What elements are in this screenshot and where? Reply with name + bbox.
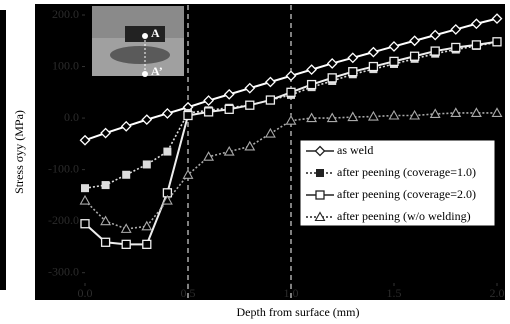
marker xyxy=(246,101,254,109)
left-bar xyxy=(0,10,6,290)
marker xyxy=(308,81,316,89)
x-tick-label: 0.0 xyxy=(78,286,93,300)
y-tick-label: -300.0 xyxy=(48,264,79,278)
legend-label: after peening (coverage=1.0) xyxy=(337,165,476,179)
legend-label: as weld xyxy=(337,143,373,157)
y-tick-label: -100.0 xyxy=(48,161,79,175)
marker xyxy=(493,38,501,46)
x-axis-label: Depth from surface (mm) xyxy=(237,305,360,319)
marker xyxy=(225,105,233,113)
inset: A A’ xyxy=(92,6,184,78)
marker xyxy=(102,238,110,246)
legend-label: after peening (w/o welding) xyxy=(337,209,471,223)
marker xyxy=(122,171,130,179)
marker xyxy=(184,112,192,120)
y-tick-label: -200.0 xyxy=(48,213,79,227)
marker xyxy=(411,52,419,60)
marker xyxy=(349,68,357,76)
x-tick-label: 2.0 xyxy=(490,286,505,300)
marker xyxy=(287,88,295,96)
legend-marker xyxy=(316,169,324,177)
marker xyxy=(122,240,130,248)
inset-point xyxy=(142,71,148,77)
marker xyxy=(143,160,151,168)
marker xyxy=(81,220,89,228)
y-tick-label: 100.0 xyxy=(52,58,79,72)
marker xyxy=(431,47,439,55)
legend-label: after peening (coverage=2.0) xyxy=(337,187,476,201)
y-axis-label: Stress σyy (MPa) xyxy=(12,110,26,194)
marker xyxy=(81,184,89,192)
annotation: A’→ xyxy=(410,250,433,264)
marker xyxy=(163,148,171,156)
y-tick-label: 0.0 xyxy=(64,110,79,124)
marker xyxy=(266,96,274,104)
y-tick-label: 200.0 xyxy=(52,7,79,21)
marker xyxy=(328,74,336,82)
marker xyxy=(369,63,377,71)
chart: Depth from surface (mm) Stress σyy (MPa)… xyxy=(0,0,510,324)
marker xyxy=(102,181,110,189)
inset-label: A’ xyxy=(151,64,163,78)
x-tick-label: 1.5 xyxy=(387,286,402,300)
inset-zone xyxy=(110,46,170,64)
legend-marker xyxy=(316,191,324,199)
marker xyxy=(143,240,151,248)
inset-label: A xyxy=(151,26,160,40)
marker xyxy=(472,41,480,49)
marker xyxy=(390,57,398,65)
inset-point xyxy=(142,33,148,39)
marker xyxy=(452,43,460,51)
marker xyxy=(205,108,213,116)
